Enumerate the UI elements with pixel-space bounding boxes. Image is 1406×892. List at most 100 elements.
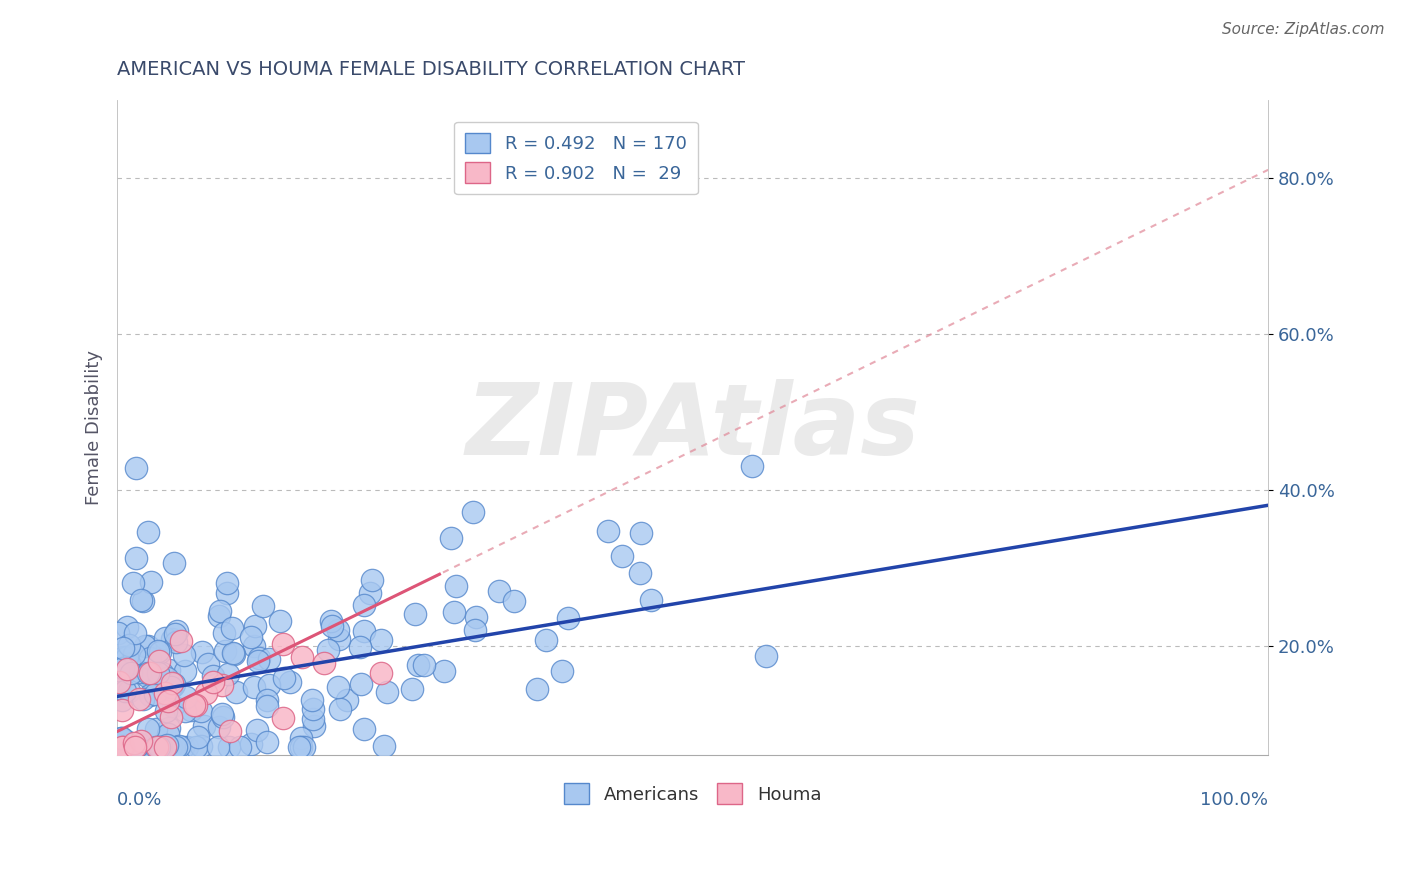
Point (112, 649, 135, 664)
Legend: Americans, Houma: Americans, Houma (557, 776, 828, 812)
Point (149, 645, 172, 659)
Point (186, 740, 208, 755)
Point (301, 712, 323, 726)
Point (201, 669, 224, 683)
Point (302, 702, 325, 716)
Point (166, 624, 188, 638)
Point (359, 586, 381, 600)
Point (375, 685, 398, 699)
Point (157, 721, 180, 735)
Point (301, 693, 323, 707)
Point (110, 731, 132, 745)
Point (551, 664, 574, 678)
Point (741, 459, 763, 474)
Point (157, 664, 180, 678)
Point (125, 738, 148, 752)
Point (288, 740, 311, 755)
Point (115, 649, 138, 664)
Point (183, 698, 205, 712)
Point (111, 731, 134, 746)
Point (136, 639, 159, 653)
Point (278, 675, 301, 690)
Point (128, 665, 150, 680)
Point (159, 710, 181, 724)
Point (353, 624, 375, 639)
Point (373, 739, 395, 753)
Point (433, 664, 456, 678)
Point (129, 737, 152, 751)
Point (464, 624, 486, 638)
Point (465, 609, 488, 624)
Point (128, 692, 150, 706)
Point (108, 674, 131, 689)
Point (229, 740, 252, 755)
Point (257, 678, 280, 692)
Point (145, 740, 167, 755)
Point (146, 740, 169, 755)
Point (131, 739, 153, 753)
Point (197, 657, 219, 672)
Point (316, 643, 339, 657)
Point (136, 723, 159, 737)
Point (290, 731, 312, 745)
Point (202, 675, 225, 690)
Point (163, 556, 186, 570)
Point (169, 634, 191, 648)
Point (162, 679, 184, 693)
Point (246, 654, 269, 668)
Point (155, 671, 177, 685)
Point (269, 614, 291, 628)
Point (326, 681, 349, 695)
Point (755, 648, 778, 663)
Point (242, 680, 264, 694)
Point (349, 640, 371, 654)
Point (353, 598, 375, 612)
Point (174, 690, 197, 705)
Point (208, 608, 231, 623)
Point (117, 620, 139, 634)
Point (326, 623, 349, 637)
Point (150, 665, 173, 680)
Point (187, 730, 209, 744)
Point (413, 658, 436, 673)
Point (208, 720, 231, 734)
Point (212, 710, 235, 724)
Point (115, 733, 138, 747)
Point (165, 740, 187, 755)
Point (139, 574, 162, 589)
Point (157, 727, 180, 741)
Point (328, 632, 350, 646)
Point (184, 698, 207, 712)
Point (370, 633, 392, 648)
Point (271, 637, 294, 651)
Point (463, 505, 485, 519)
Point (124, 740, 146, 755)
Point (444, 579, 467, 593)
Point (149, 740, 172, 755)
Point (256, 734, 278, 748)
Point (111, 661, 134, 675)
Point (165, 740, 187, 755)
Point (139, 651, 162, 665)
Point (534, 633, 557, 648)
Point (172, 740, 194, 755)
Point (190, 739, 212, 753)
Point (157, 694, 180, 708)
Point (153, 632, 176, 646)
Point (207, 740, 229, 755)
Point (136, 525, 159, 540)
Point (610, 549, 633, 564)
Point (329, 702, 352, 716)
Text: 100.0%: 100.0% (1201, 791, 1268, 809)
Point (129, 734, 152, 748)
Point (165, 635, 187, 649)
Point (111, 703, 134, 717)
Point (640, 593, 662, 607)
Point (124, 626, 146, 640)
Point (190, 704, 212, 718)
Point (256, 698, 278, 713)
Point (212, 626, 235, 640)
Point (160, 676, 183, 690)
Text: 0.0%: 0.0% (117, 791, 163, 809)
Point (153, 740, 176, 755)
